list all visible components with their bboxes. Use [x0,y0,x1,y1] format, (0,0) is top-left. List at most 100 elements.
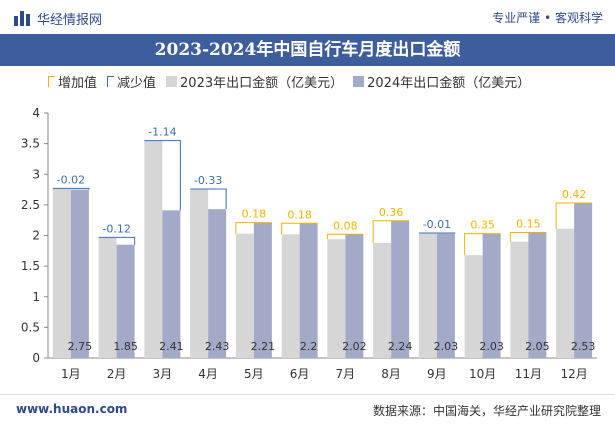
bar-2023 [98,237,117,358]
legend-decrease-swatch [107,76,115,87]
site-url: www.huaon.com [16,402,128,416]
legend-increase-label: 增加值 [58,76,98,91]
value-label: 2.03 [479,340,504,353]
change-label: 0.08 [333,219,358,232]
bar-2024 [208,209,227,358]
value-label: 2.41 [159,340,184,353]
value-label: 2.53 [571,340,596,353]
legend-decrease-label: 减少值 [117,76,157,91]
change-label: 0.35 [470,219,495,232]
legend-increase-swatch [48,76,55,87]
value-label: 2.2 [300,340,318,353]
bar-2023 [144,140,163,358]
y-tick-label: 0.5 [21,320,40,334]
bar-2024 [253,222,272,358]
y-tick-label: 1.5 [21,259,40,273]
x-tick-label: 10月 [469,367,496,381]
x-tick-label: 12月 [560,367,587,381]
bar-2024 [116,244,135,358]
change-label: -1.14 [148,126,176,139]
legend-2023-swatch [166,76,178,87]
bar-2023 [556,228,575,358]
legend-series-2023: 2023年出口金额（亿美元） [166,72,343,91]
change-label: 0.15 [516,217,541,230]
x-tick-label: 5月 [244,367,264,381]
increase-bracket [555,202,593,229]
top-bar: 华经情报网 专业严谨 • 客观科学 [0,0,615,34]
bar-chart: 0 0.5 1 1.5 2 2.53 3.5 4 -0.02 2.75 1月 -0.12 1.85 2月 -… [21,106,597,381]
x-tick-label: 9月 [427,367,447,381]
change-label: -0.33 [194,174,222,187]
change-label: 0.18 [242,208,267,221]
increase-bracket [235,222,272,234]
bar-2023 [510,241,529,358]
decrease-bracket [98,236,136,245]
value-label: 2.24 [388,340,413,353]
bar-2024 [299,223,318,358]
legend-2023-label: 2023年出口金额（亿美元） [180,76,344,91]
x-tick-label: 8月 [381,367,401,381]
legend-decrease: 减少值 [107,72,156,91]
decrease-bracket [52,187,90,190]
brand: 华经情报网 [14,9,102,28]
bar-2023 [418,233,437,358]
data-source: 数据来源：中国海关，华经产业研究院整理 [372,404,601,418]
y-tick-label: 0 [32,351,40,365]
decrease-bracket [190,188,227,210]
bar-2024 [162,210,181,358]
x-tick-label: 6月 [290,367,310,381]
value-label: 2.43 [205,340,230,353]
legend-series-2024: 2024年出口金额（亿美元） [353,72,530,91]
x-tick-label: 4月 [198,367,218,381]
value-label: 2.05 [525,340,550,353]
decrease-bracket [144,140,181,211]
y-tick-label: 3.5 [21,137,40,151]
change-label: 0.18 [287,208,312,221]
value-label: 2.02 [342,340,367,353]
bar-2023 [373,242,392,358]
value-label: 2.75 [68,340,93,353]
bar-2023 [327,239,346,358]
chart-title: 2023-2024年中国自行车月度出口金额 [0,34,615,66]
bar-chart-logo-icon [14,11,30,26]
legend-2024-swatch [353,76,365,87]
increase-bracket [281,222,318,235]
y-tick-label: 2.5 [21,198,40,212]
x-tick-label: 11月 [515,367,542,381]
y-tick-label: 4 [32,106,40,120]
y-tick-label: 2 [32,229,40,243]
y-tick-label: 1 [32,290,40,304]
bar-2023 [281,234,300,358]
bar-2024 [528,232,547,358]
change-label: -0.12 [102,222,130,235]
footer: www.huaon.com 数据来源：中国海关，华经产业研究院整理 [0,394,615,428]
bar-2024 [391,220,410,358]
change-label: 0.36 [379,206,404,219]
value-label: 1.85 [113,340,138,353]
x-tick-label: 1月 [61,367,81,381]
bar-2023 [190,188,209,358]
decrease-bracket [418,232,456,234]
change-label: -0.02 [57,173,85,186]
bar-2023 [52,188,71,358]
increase-bracket [372,220,410,243]
bar-2023 [464,255,483,358]
legend-increase: 增加值 [48,72,97,91]
increase-bracket [326,233,364,240]
chart-legend: 增加值 减少值 2023年出口金额（亿美元） 2024年出口金额（亿美元） [48,72,530,91]
bar-2024 [436,233,455,358]
bar-2023 [235,233,254,358]
change-label: -0.01 [423,218,451,231]
legend-2024-label: 2024年出口金额（亿美元） [367,76,531,91]
brand-name: 华经情报网 [37,13,103,28]
bar-2024 [345,234,364,358]
bar-2024 [482,233,501,358]
x-tick-label: 7月 [336,367,356,381]
bar-2024 [574,203,593,358]
value-label: 2.21 [251,340,276,353]
slogan: 专业严谨 • 客观科学 [492,11,603,25]
value-label: 2.03 [434,340,459,353]
x-tick-label: 2月 [107,367,127,381]
increase-bracket [464,233,501,256]
